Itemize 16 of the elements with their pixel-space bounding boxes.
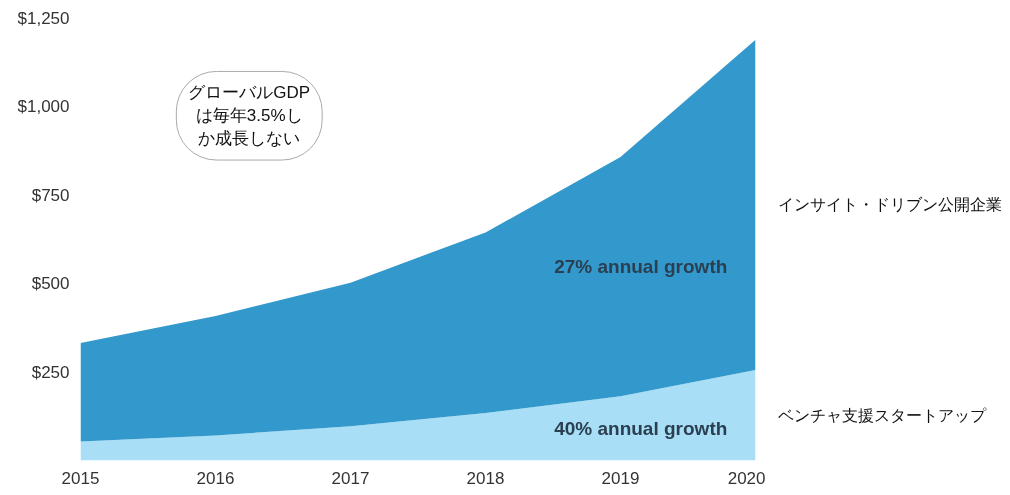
x-tick-label: 2017 xyxy=(331,468,370,488)
annotation: グローバルGDPは毎年3.5%しか成長しない xyxy=(188,83,311,149)
y-tick-label: $1,250 xyxy=(17,9,70,28)
y-tick-label: $750 xyxy=(31,185,70,205)
y-tick-label: $500 xyxy=(31,274,70,294)
annotation: 27% annual growth xyxy=(554,255,728,277)
series-label: ベンチャ支援スタートアップ xyxy=(777,406,987,424)
x-tick-label: 2018 xyxy=(466,468,505,488)
x-tick-label: 2016 xyxy=(196,468,235,488)
x-tick-label: 2019 xyxy=(601,468,640,488)
x-tick-label: 2020 xyxy=(727,468,766,488)
annotation: 40% annual growth xyxy=(554,418,728,440)
y-tick-label: $250 xyxy=(31,362,70,382)
x-tick-label: 2015 xyxy=(61,468,100,488)
series-label: インサイト・ドリブン公開企業 xyxy=(777,196,1002,214)
y-tick-label: $1,000 xyxy=(17,97,70,117)
